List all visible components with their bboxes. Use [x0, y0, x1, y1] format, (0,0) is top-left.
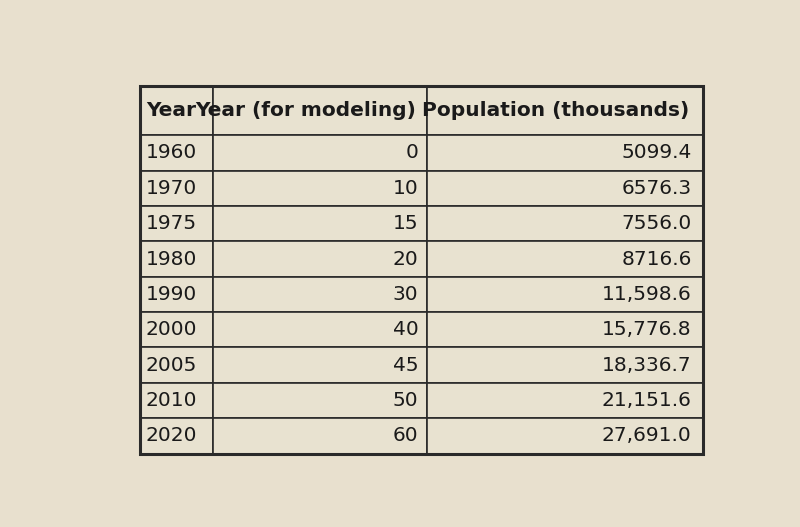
Bar	[213, 206, 427, 241]
Bar	[140, 206, 213, 241]
Bar	[213, 383, 427, 418]
Text: 7556.0: 7556.0	[622, 214, 692, 233]
Bar	[140, 347, 213, 383]
Text: 2005: 2005	[146, 356, 197, 375]
Bar	[213, 418, 427, 454]
Bar	[427, 206, 702, 241]
Bar	[427, 312, 702, 347]
Text: 0: 0	[406, 143, 418, 162]
Text: 5099.4: 5099.4	[622, 143, 692, 162]
Text: 27,691.0: 27,691.0	[602, 426, 692, 445]
Text: 30: 30	[393, 285, 418, 304]
Bar	[140, 418, 213, 454]
Text: Population (thousands): Population (thousands)	[422, 101, 689, 120]
Text: 2010: 2010	[146, 391, 197, 410]
Bar	[427, 171, 702, 206]
Text: 8716.6: 8716.6	[622, 250, 692, 269]
Text: 11,598.6: 11,598.6	[602, 285, 692, 304]
Bar	[427, 85, 702, 135]
Bar	[140, 85, 213, 135]
Text: 6576.3: 6576.3	[622, 179, 692, 198]
Text: Year (for modeling): Year (for modeling)	[195, 101, 416, 120]
Text: 20: 20	[393, 250, 418, 269]
Bar	[427, 135, 702, 171]
Text: 1990: 1990	[146, 285, 197, 304]
Bar	[213, 241, 427, 277]
Text: 1960: 1960	[146, 143, 197, 162]
Bar	[427, 383, 702, 418]
Bar	[213, 171, 427, 206]
Text: 2000: 2000	[146, 320, 197, 339]
Bar	[213, 347, 427, 383]
Bar	[427, 418, 702, 454]
Bar	[140, 383, 213, 418]
Text: 15,776.8: 15,776.8	[602, 320, 692, 339]
Bar	[427, 241, 702, 277]
Bar	[140, 135, 213, 171]
Bar	[427, 277, 702, 312]
Bar	[140, 171, 213, 206]
Bar	[213, 85, 427, 135]
Bar	[140, 277, 213, 312]
Text: 40: 40	[393, 320, 418, 339]
Bar	[140, 312, 213, 347]
Text: 10: 10	[393, 179, 418, 198]
Text: 60: 60	[393, 426, 418, 445]
Bar	[140, 241, 213, 277]
Text: 1970: 1970	[146, 179, 197, 198]
Text: 2020: 2020	[146, 426, 197, 445]
Text: 1980: 1980	[146, 250, 197, 269]
Bar	[213, 277, 427, 312]
Text: 1975: 1975	[146, 214, 197, 233]
Text: 15: 15	[393, 214, 418, 233]
Text: 50: 50	[393, 391, 418, 410]
Text: 18,336.7: 18,336.7	[602, 356, 692, 375]
Text: 21,151.6: 21,151.6	[602, 391, 692, 410]
Bar	[427, 347, 702, 383]
Bar	[213, 312, 427, 347]
Text: Year: Year	[146, 101, 196, 120]
Text: 45: 45	[393, 356, 418, 375]
Bar	[213, 135, 427, 171]
